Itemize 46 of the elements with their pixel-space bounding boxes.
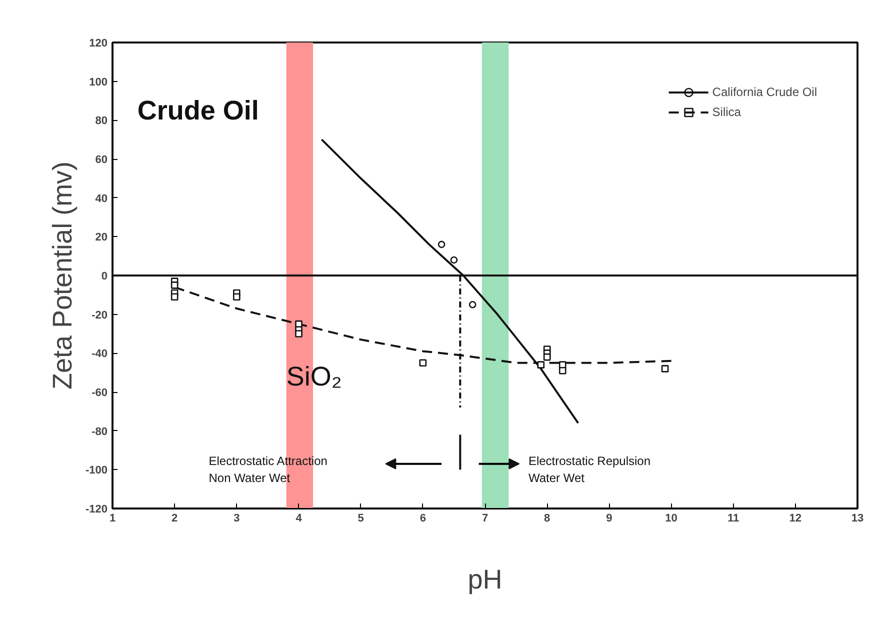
- x-tick-label: 4: [296, 512, 303, 524]
- point: [170, 293, 178, 301]
- point: [450, 256, 458, 264]
- point: [537, 361, 545, 368]
- x-tick-label: 12: [789, 512, 802, 524]
- legend-label: Silica: [712, 105, 741, 119]
- annotation: Electrostatic Repulsion Water Wet: [528, 454, 651, 485]
- x-tick-label: 10: [665, 512, 678, 524]
- y-tick-label: 120: [89, 38, 108, 50]
- y-tick-label: 0: [101, 270, 108, 282]
- y-tick-label: -120: [85, 504, 108, 516]
- x-tick-label: 1: [109, 512, 116, 524]
- x-axis-title: pH: [468, 564, 502, 594]
- y-axis-title: Zeta Potential (mv): [47, 161, 78, 390]
- x-tick-label: 8: [544, 512, 550, 524]
- y-tick-label: -80: [92, 426, 108, 438]
- annotation: Crude Oil: [137, 95, 259, 126]
- point: [419, 359, 427, 367]
- y-tick-label: 80: [95, 115, 108, 128]
- y-tick-label: 100: [89, 76, 108, 88]
- annotation: SiO₂: [286, 361, 342, 392]
- x-tick-label: 5: [358, 512, 364, 524]
- point: [468, 300, 476, 308]
- y-tick-label: 60: [95, 154, 108, 166]
- x-tick-label: 11: [728, 512, 740, 524]
- legend-label: California Crude Oil: [712, 85, 817, 99]
- y-tick-label: 20: [95, 232, 108, 244]
- point: [170, 282, 178, 289]
- x-tick-label: 2: [172, 512, 178, 524]
- point: [543, 353, 551, 361]
- y-tick-label: 40: [95, 192, 108, 205]
- x-tick-label: 3: [234, 512, 240, 524]
- point: [661, 365, 669, 372]
- point: [438, 240, 446, 248]
- point: [295, 330, 302, 338]
- y-tick-label: -100: [85, 464, 108, 477]
- x-tick-label: 6: [420, 512, 426, 524]
- x-tick-label: 7: [482, 512, 488, 524]
- point: [558, 366, 566, 374]
- x-tick-label: 13: [851, 512, 864, 524]
- x-tick-label: 9: [606, 512, 612, 524]
- y-tick-label: -20: [92, 309, 108, 322]
- y-tick-label: -60: [92, 387, 108, 399]
- annotation: Electrostatic Attraction Non Water Wet: [208, 454, 328, 485]
- point: [233, 293, 240, 301]
- y-tick-label: -40: [92, 348, 108, 360]
